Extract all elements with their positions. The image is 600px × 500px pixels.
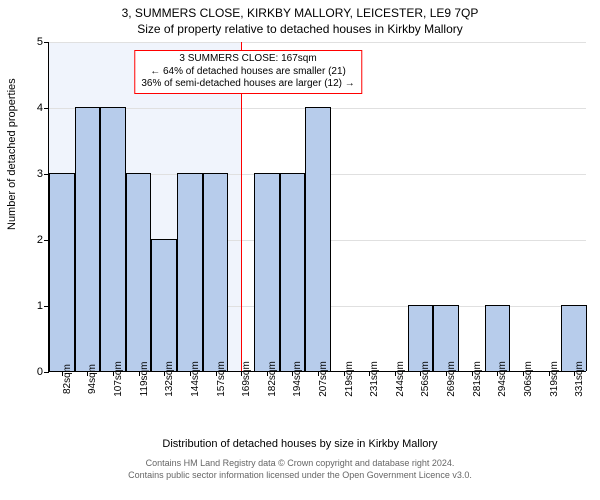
annotation-box: 3 SUMMERS CLOSE: 167sqm← 64% of detached… xyxy=(134,50,361,94)
footer-line1: Contains HM Land Registry data © Crown c… xyxy=(0,458,600,470)
ytick-label: 2 xyxy=(37,234,43,246)
bar xyxy=(75,107,101,371)
xtick-label: 194sqm xyxy=(292,361,303,397)
xtick-label: 244sqm xyxy=(395,361,406,397)
bar xyxy=(126,173,152,371)
xtick-label: 157sqm xyxy=(216,361,227,397)
bar xyxy=(254,173,280,371)
y-axis-label: Number of detached properties xyxy=(6,78,18,230)
chart-title-line2: Size of property relative to detached ho… xyxy=(0,22,600,36)
xtick-label: 119sqm xyxy=(139,362,150,397)
bar xyxy=(151,239,177,371)
ytick-mark xyxy=(44,372,49,373)
xtick-label: 256sqm xyxy=(420,361,431,397)
chart-title-line1: 3, SUMMERS CLOSE, KIRKBY MALLORY, LEICES… xyxy=(0,6,600,20)
annotation-line3: 36% of semi-detached houses are larger (… xyxy=(141,78,354,91)
xtick-label: 132sqm xyxy=(164,361,175,397)
ytick-label: 3 xyxy=(37,168,43,180)
xtick-label: 182sqm xyxy=(267,361,278,397)
xtick-label: 231sqm xyxy=(369,361,380,397)
xtick-label: 94sqm xyxy=(87,364,98,394)
plot-area: 01234582sqm94sqm107sqm119sqm132sqm144sqm… xyxy=(48,42,586,372)
ytick-mark xyxy=(44,42,49,43)
xtick-label: 269sqm xyxy=(446,361,457,397)
xtick-label: 281sqm xyxy=(472,361,483,397)
xtick-label: 107sqm xyxy=(113,361,124,397)
gridline xyxy=(49,42,586,43)
xtick-label: 306sqm xyxy=(523,361,534,397)
ytick-label: 0 xyxy=(37,366,43,378)
xtick-label: 319sqm xyxy=(549,361,560,397)
footer-line2: Contains public sector information licen… xyxy=(0,470,600,482)
x-axis-label: Distribution of detached houses by size … xyxy=(0,438,600,450)
ytick-label: 1 xyxy=(37,300,43,312)
footer-text: Contains HM Land Registry data © Crown c… xyxy=(0,458,600,481)
ytick-label: 5 xyxy=(37,36,43,48)
bar xyxy=(177,173,203,371)
annotation-line2: ← 64% of detached houses are smaller (21… xyxy=(141,66,354,79)
bar xyxy=(100,107,126,371)
ytick-label: 4 xyxy=(37,102,43,114)
xtick-label: 294sqm xyxy=(497,361,508,397)
bar xyxy=(203,173,229,371)
bar xyxy=(280,173,306,371)
annotation-line1: 3 SUMMERS CLOSE: 167sqm xyxy=(141,53,354,66)
xtick-label: 169sqm xyxy=(241,361,252,397)
ytick-mark xyxy=(44,108,49,109)
xtick-label: 207sqm xyxy=(318,361,329,397)
xtick-label: 331sqm xyxy=(574,361,585,397)
bar xyxy=(305,107,331,371)
xtick-label: 219sqm xyxy=(344,361,355,397)
bar xyxy=(49,173,75,371)
xtick-label: 144sqm xyxy=(190,361,201,397)
xtick-label: 82sqm xyxy=(62,364,73,394)
